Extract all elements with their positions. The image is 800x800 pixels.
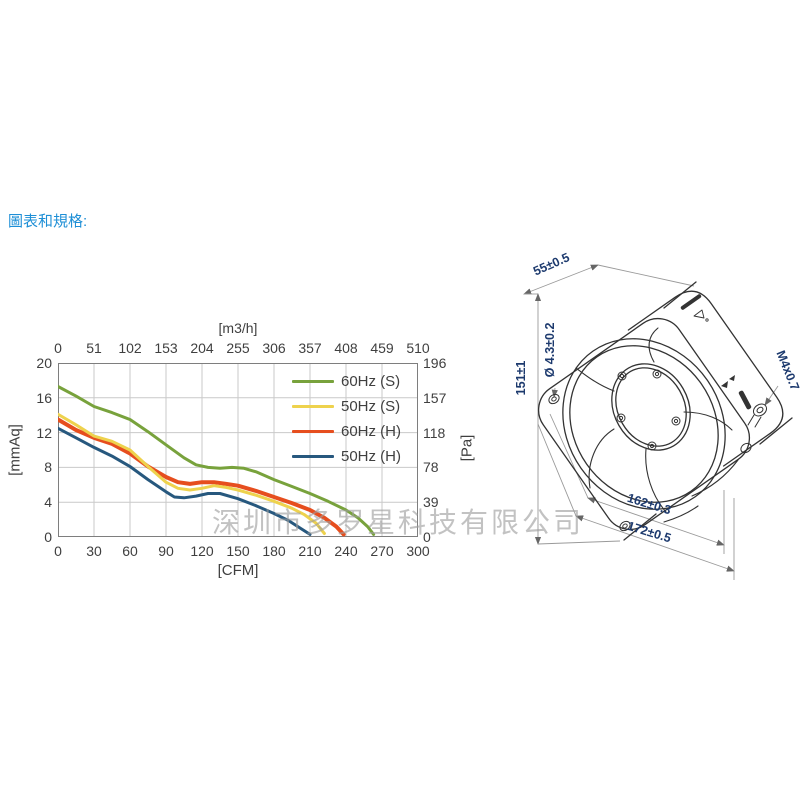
bottom-axis-tick: 300 [406,543,430,559]
legend-label: 60Hz (S) [341,373,401,390]
right-axis-title: [Pa] [458,434,476,462]
venturi-inner [569,345,719,503]
terminal-bar-icon [738,390,752,410]
right-axis-tick: 39 [423,494,439,511]
top-axis-tick: 153 [154,340,178,356]
height-ext-bottom [537,540,621,545]
top-axis-tick: 102 [118,340,142,356]
right-axis-tick: 118 [423,424,446,441]
bottom-axis-tick: 210 [298,543,322,559]
thread-leader [764,385,779,406]
bottom-axis-tick: 60 [122,543,138,559]
impeller-blades [575,327,739,523]
right-axis-tick: 0 [423,529,431,545]
bottom-axis-tick: 240 [334,543,358,559]
legend-swatch [292,429,334,434]
hub-outer [611,363,691,451]
fan-face-accents [680,294,752,410]
series-60HzS [58,385,376,536]
depth-dim-label: 55±0.5 [531,252,572,279]
legend-label: 50Hz (H) [341,448,402,465]
bottom-axis-tick: 0 [54,543,62,559]
mounting-holes [548,393,752,532]
proj-line-1 [549,413,589,499]
left-axis-tick: 8 [44,459,52,476]
top-axis-tick: 459 [370,340,394,356]
venturi-outer [562,338,726,510]
rim-edge-right [759,417,793,445]
top-axis-tick: 255 [226,340,250,356]
hole-dia-label: Ø 4.3±0.2 [543,323,557,378]
height-dim-label: 151±1 [514,361,528,396]
degree-dot [705,318,709,322]
depth-dim-line [523,264,599,295]
fan-drawing: 55±0.5 151±1 Ø 4.3±0.2 M4x0.7 162±0.3 17… [514,252,800,580]
hole-leader [551,387,558,398]
left-axis-tick: 4 [44,494,52,511]
plot-border [58,363,418,537]
left-axis-tick: 16 [36,389,52,406]
series-50HzH [58,426,312,536]
bottom-axis-tick: 150 [226,543,250,559]
bottom-axis-tick: 180 [262,543,286,559]
bottom-axis-tick: 30 [86,543,102,559]
right-axis-tick: 157 [423,389,447,406]
top-axis-tick: 357 [298,340,322,356]
right-axis-tick: 78 [423,459,439,476]
bottom-axis-title: [CFM] [217,562,259,579]
fan-body [537,281,793,541]
proj-line-2 [537,423,577,517]
thread-boss [747,403,768,428]
width-dim-line [575,515,735,572]
depth-ext-line [597,264,695,287]
top-axis-tick: 510 [406,340,430,356]
legend-item: 50Hz (S) [292,394,401,419]
watermark-text: 深圳市多罗星科技有限公司 [212,507,585,538]
series-60HzH [58,417,346,537]
hub-inner [615,367,687,447]
legend-item: 60Hz (S) [292,369,401,394]
label-bar-icon [680,294,702,310]
top-axis-tick: 0 [54,340,62,356]
bottom-axis-tick: 270 [370,543,394,559]
legend-label: 60Hz (H) [341,423,402,440]
gridlines [58,363,418,537]
series-50HzS [58,412,326,535]
legend-label: 50Hz (S) [341,398,401,415]
top-axis-tick: 51 [86,340,102,356]
dimension-lines [523,264,779,580]
legend-item: 50Hz (H) [292,444,401,469]
hub-rivets [616,369,681,451]
bottom-axis-tick: 120 [190,543,214,559]
chart-canvas [58,363,418,537]
left-axis-tick: 0 [44,529,52,545]
left-axis-tick: 12 [36,424,52,441]
right-axis-tick: 196 [423,355,447,371]
legend-swatch [292,380,334,383]
top-axis-tick: 408 [334,340,358,356]
back-flange [627,290,784,467]
top-axis-tick: 204 [190,340,214,356]
chart-legend: 60Hz (S) 50Hz (S) 60Hz (H) 50Hz (H) [292,369,401,469]
legend-swatch [292,455,334,458]
rotation-mark-icon [693,309,705,319]
top-axis-title: [m3/h] [218,320,258,336]
bottom-axis-tick: 90 [158,543,174,559]
left-axis-tick: 20 [36,355,52,371]
front-flange [537,317,751,531]
rim-edge-top [663,281,697,309]
section-heading: 圖表和規格: [8,213,88,230]
thread-dim-label: M4x0.7 [773,349,800,393]
airflow-icon [721,375,735,388]
legend-item: 60Hz (H) [292,419,401,444]
top-axis-tick: 306 [262,340,286,356]
legend-swatch [292,405,334,408]
